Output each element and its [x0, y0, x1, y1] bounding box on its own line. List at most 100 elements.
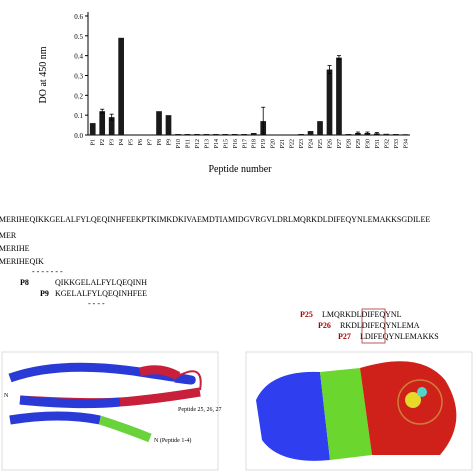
x-tick-label: P29 [356, 139, 362, 148]
x-tick-label: P3 [110, 139, 116, 145]
x-tick-label: P10 [176, 139, 182, 148]
bar [203, 134, 210, 135]
y-tick-label: 0.0 [74, 132, 83, 140]
bar [241, 134, 248, 135]
x-tick-label: P34 [403, 139, 409, 148]
y-tick-label: 0.6 [74, 13, 83, 21]
bar [317, 121, 323, 135]
highlight-box [361, 308, 386, 344]
x-tick-label: P17 [242, 139, 248, 148]
x-tick-label: P14 [214, 139, 220, 148]
x-tick-label: P13 [204, 139, 210, 148]
x-tick-label: P7 [148, 139, 154, 145]
x-tick-label: P27 [337, 139, 343, 148]
peptide-sequence: LDIFEQYNLEMAKKS [360, 332, 439, 341]
x-tick-label: P21 [280, 139, 286, 148]
panel-border [1, 351, 219, 471]
error-bar [100, 108, 105, 114]
x-tick-label: P6 [138, 139, 144, 145]
peptide-label: P27 [338, 332, 351, 341]
error-bar [261, 106, 266, 136]
x-tick-label: P18 [252, 139, 258, 148]
x-tick-label: P22 [290, 139, 296, 148]
bar [231, 134, 238, 135]
error-bar [365, 131, 370, 135]
x-tick-label: P30 [365, 139, 371, 148]
sequence-line: LMERIHE [0, 244, 30, 253]
x-tick-label: P33 [394, 139, 400, 148]
x-tick-label: P25 [318, 139, 324, 148]
bar [298, 134, 304, 135]
y-tick-label: 0.5 [74, 33, 83, 41]
bar [307, 131, 314, 135]
full-sequence: LMERIHEQIKKGELALFYLQEQINHFEEKPTKIMKDKIVA… [0, 215, 430, 224]
x-tick-label: P24 [309, 139, 315, 148]
y-tick-label: 0.3 [74, 72, 83, 80]
structure-label: Peptide 25, 26, 27 [178, 407, 222, 413]
bar [108, 117, 115, 135]
error-bar [109, 113, 114, 121]
x-tick-label: P32 [384, 139, 390, 148]
y-tick-label: 0.4 [74, 53, 83, 61]
dash-line: - - - - [88, 299, 105, 308]
x-tick-label: P4 [119, 139, 125, 145]
terminus-label: N [4, 393, 9, 399]
x-axis-label: Peptide number [208, 164, 272, 175]
error-bar [336, 55, 341, 61]
bar [175, 134, 181, 135]
error-bar [355, 131, 360, 135]
bar [222, 134, 229, 135]
bar [89, 123, 96, 135]
peptide-sequence: RKDLDIFEQYNLEMA [340, 321, 420, 330]
bar [213, 134, 219, 135]
bar [402, 134, 409, 135]
x-tick-label: P20 [271, 139, 277, 148]
ribbon-structure [8, 362, 202, 443]
x-tick-label: P8 [157, 139, 163, 145]
x-tick-label: P15 [223, 139, 229, 148]
sequence-line: LMERIHEQIK [0, 257, 44, 266]
peptide-label: P8 [20, 278, 29, 287]
x-tick-label: P2 [100, 139, 106, 145]
structure-label: N (Peptide 1-4) [154, 437, 191, 444]
x-tick-label: P1 [91, 139, 97, 145]
x-tick-label: P16 [233, 139, 239, 148]
x-tick-label: P26 [328, 139, 334, 148]
error-bar [327, 65, 332, 74]
x-tick-label: P19 [261, 139, 267, 148]
bar [99, 111, 106, 135]
y-tick-label: 0.2 [74, 92, 83, 100]
y-tick-label: 0.1 [74, 112, 83, 120]
peptide-label: P9 [40, 289, 49, 298]
bar [392, 134, 399, 135]
x-tick-label: P23 [299, 139, 305, 148]
y-axis-label: DO at 450 nm [38, 46, 49, 103]
bar [326, 69, 333, 135]
bar [250, 133, 257, 135]
panel-border [245, 351, 473, 471]
peptide-sequence: KGELALFYLQEQINHFEE [55, 289, 147, 298]
bar [118, 37, 124, 135]
x-tick-label: P28 [346, 139, 352, 148]
surface-structure [256, 361, 457, 461]
x-tick-label: P11 [185, 139, 191, 148]
peptide-label: P26 [318, 321, 331, 330]
bar [336, 57, 342, 136]
dash-line: - - - - - - - [32, 267, 63, 276]
bar [194, 134, 200, 135]
bar [184, 134, 191, 135]
peptide-sequence: QIKKGELALFYLQEQINH [55, 278, 147, 287]
bar [156, 111, 162, 135]
sequence-line: LMER [0, 231, 17, 240]
x-tick-label: P5 [129, 139, 135, 145]
bar [383, 133, 390, 135]
error-bar [374, 132, 379, 135]
x-tick-label: P9 [167, 139, 173, 145]
bar [345, 134, 352, 135]
peptide-label: P25 [300, 310, 313, 319]
bar [165, 115, 172, 135]
x-tick-label: P12 [195, 139, 201, 148]
x-tick-label: P31 [375, 139, 381, 148]
